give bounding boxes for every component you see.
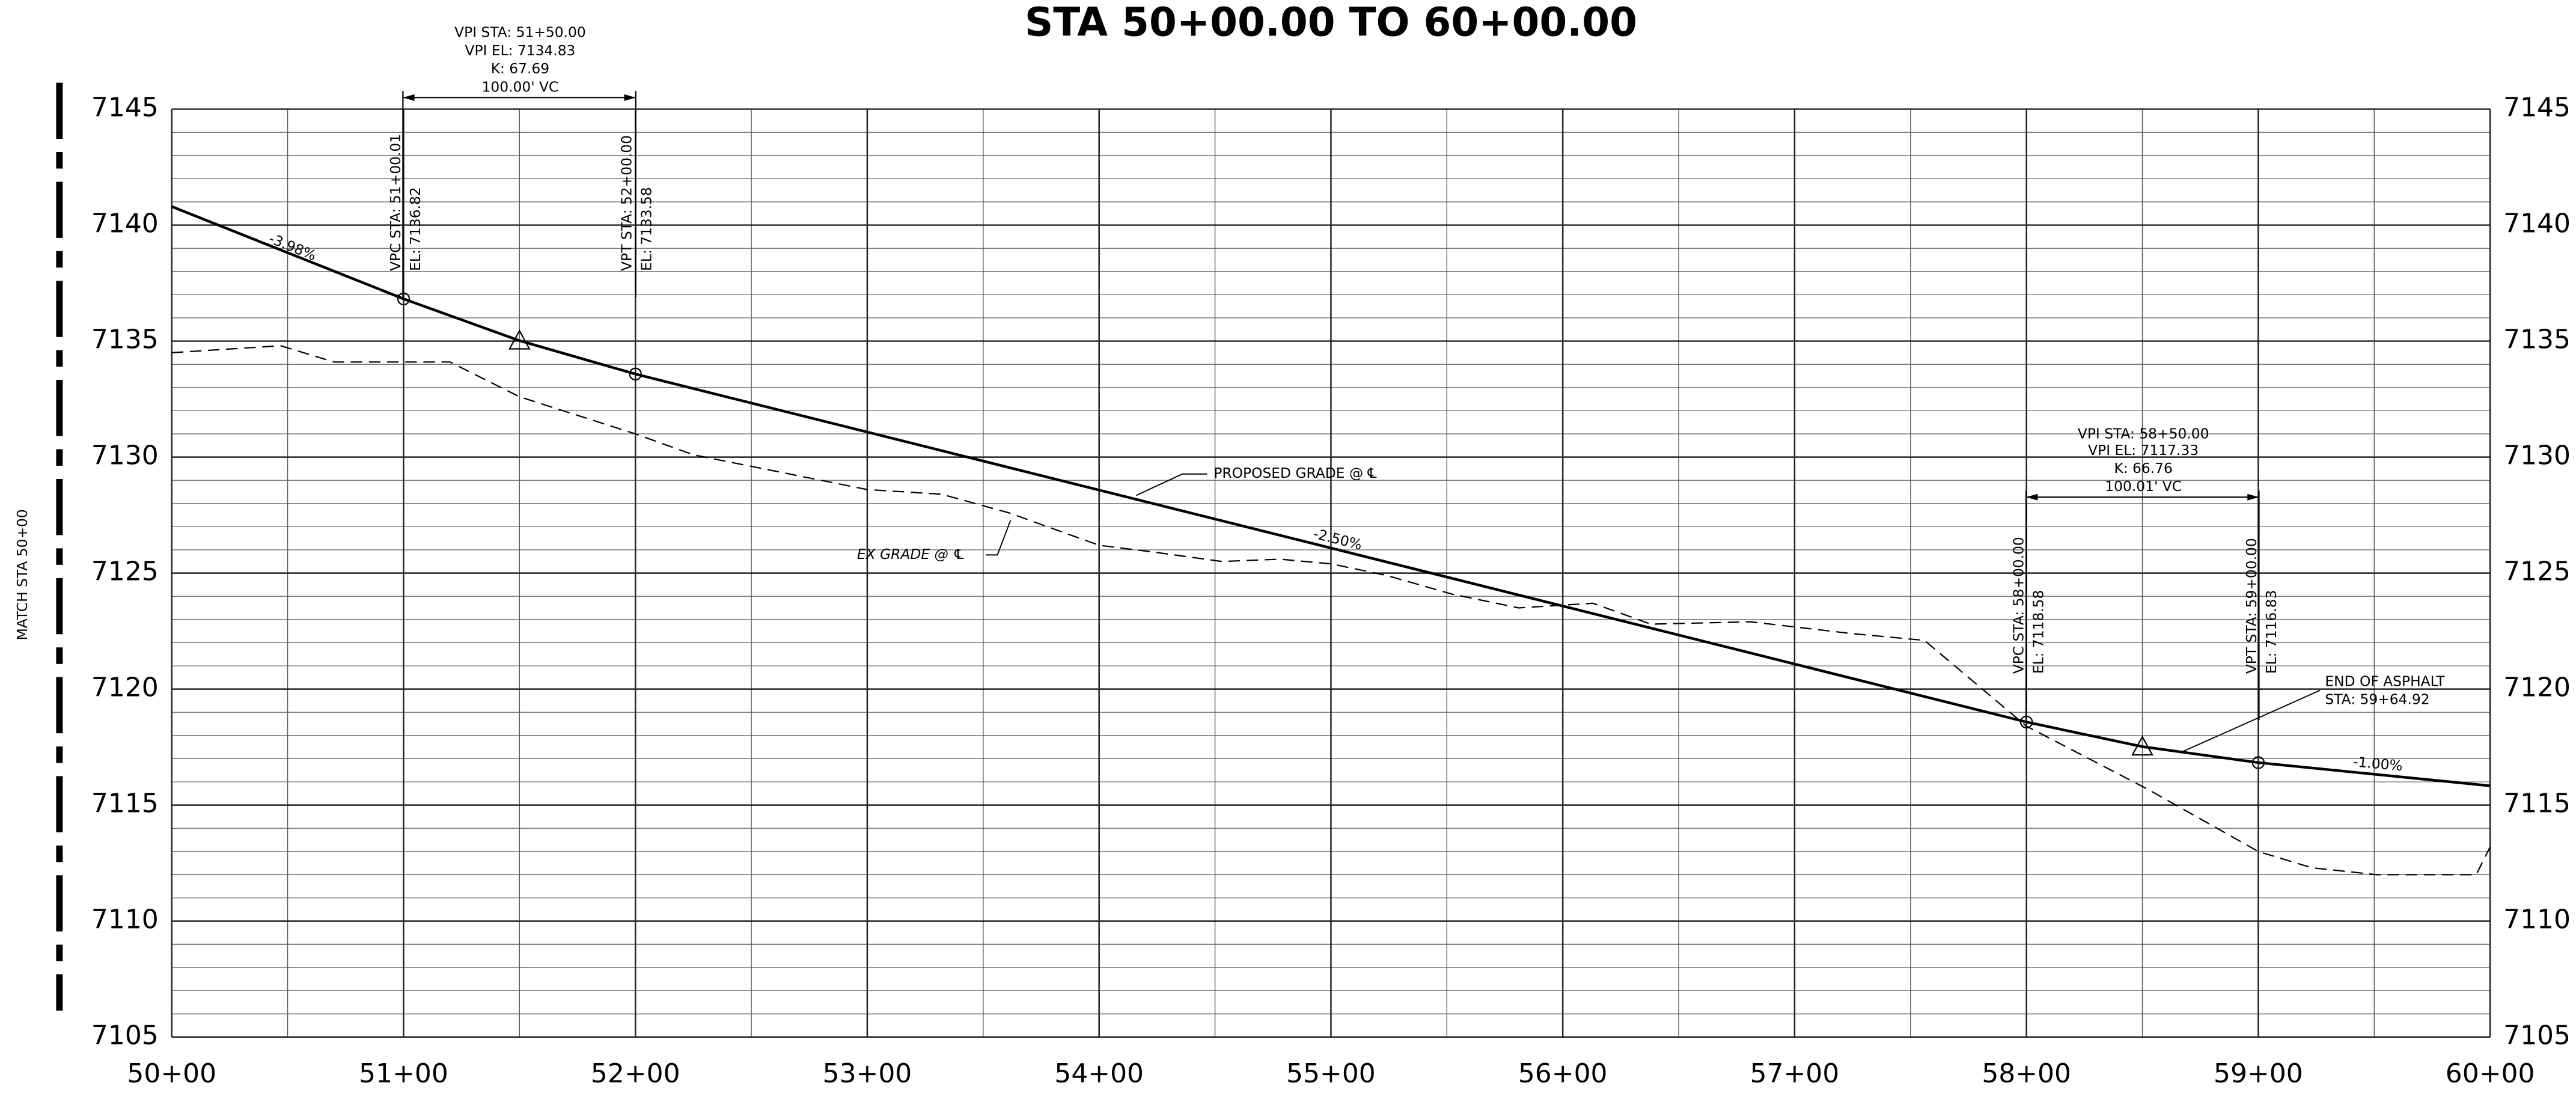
annotation: EL: 7136.82 (407, 187, 424, 271)
series-label: EX GRADE @ ℄ (857, 546, 965, 563)
annotation: VPC STA: 51+00.01 (387, 134, 404, 271)
y2-tick-label: 7135 (2503, 325, 2571, 355)
curve-point (629, 367, 642, 381)
annotation: -1.00% (2352, 753, 2404, 774)
series-label: PROPOSED GRADE @ ℄ (1213, 465, 1376, 481)
x-tick-label: 59+00 (2214, 1058, 2303, 1089)
y-tick-label: 7110 (91, 904, 159, 935)
leader (1135, 473, 1207, 496)
x-tick-label: 55+00 (1286, 1058, 1376, 1089)
y-tick-label: 7140 (91, 209, 159, 239)
leader (986, 520, 1012, 556)
x-tick-label: 54+00 (1054, 1058, 1144, 1089)
y2-tick-label: 7120 (2503, 673, 2571, 703)
vpi-marker (508, 329, 531, 350)
annotation: VPT STA: 59+00.00 (2243, 538, 2260, 674)
y2-tick-label: 7145 (2503, 93, 2571, 123)
y2-tick-label: 7115 (2503, 788, 2571, 819)
arrow (2026, 493, 2038, 501)
annotation: K: 66.76 (2114, 460, 2172, 477)
annotation: 100.00' VC (482, 78, 559, 95)
y-tick-label: 7105 (91, 1020, 159, 1051)
y-tick-label: 7130 (91, 441, 159, 471)
annotation: EL: 7133.58 (638, 187, 655, 271)
series-line (171, 345, 2491, 876)
annotation: VPT STA: 52+00.00 (618, 135, 635, 271)
annotation: EL: 7116.83 (2263, 590, 2280, 674)
y2-tick-label: 7125 (2503, 557, 2571, 587)
y2-tick-label: 7130 (2503, 441, 2571, 471)
y-tick-label: 7145 (91, 93, 159, 123)
x-tick-label: 56+00 (1518, 1058, 1608, 1089)
annotation: 100.01' VC (2105, 478, 2182, 495)
x-tick-label: 53+00 (823, 1058, 912, 1089)
curve-point (2251, 756, 2265, 769)
annotation: EL: 7118.58 (2030, 590, 2047, 674)
y-tick-label: 7135 (91, 325, 159, 355)
annotation: VPI STA: 58+50.00 (2078, 425, 2209, 442)
arrow (403, 94, 415, 101)
curve-point (397, 292, 411, 306)
y-tick-label: 7120 (91, 673, 159, 703)
annotation: STA: 59+64.92 (2325, 691, 2429, 708)
annotation: VPI EL: 7134.83 (465, 42, 575, 59)
y2-tick-label: 7105 (2503, 1020, 2571, 1051)
x-tick-label: 51+00 (359, 1058, 448, 1089)
y-tick-label: 7125 (91, 557, 159, 587)
annotation: VPI EL: 7117.33 (2088, 442, 2199, 459)
x-tick-label: 57+00 (1750, 1058, 1840, 1089)
y2-tick-label: 7140 (2503, 209, 2571, 239)
annotation: K: 67.69 (491, 60, 549, 77)
arrow (2247, 493, 2259, 501)
y2-tick-label: 7110 (2503, 904, 2571, 935)
x-tick-label: 50+00 (127, 1058, 216, 1089)
annotation: MATCH STA 50+00 (14, 509, 31, 640)
arrow (624, 94, 636, 101)
y-tick-label: 7115 (91, 788, 159, 819)
x-tick-label: 60+00 (2446, 1058, 2535, 1089)
x-tick-label: 52+00 (591, 1058, 680, 1089)
leader (2182, 689, 2321, 752)
annotation: VPC STA: 58+00.00 (2010, 537, 2027, 674)
x-tick-label: 58+00 (1982, 1058, 2071, 1089)
annotation: VPI STA: 51+50.00 (454, 24, 586, 41)
annotation: END OF ASPHALT (2325, 673, 2445, 689)
vpi-marker (2131, 735, 2153, 756)
series-line (171, 205, 2491, 787)
chart-title: STA 50+00.00 TO 60+00.00 (1025, 0, 1637, 45)
